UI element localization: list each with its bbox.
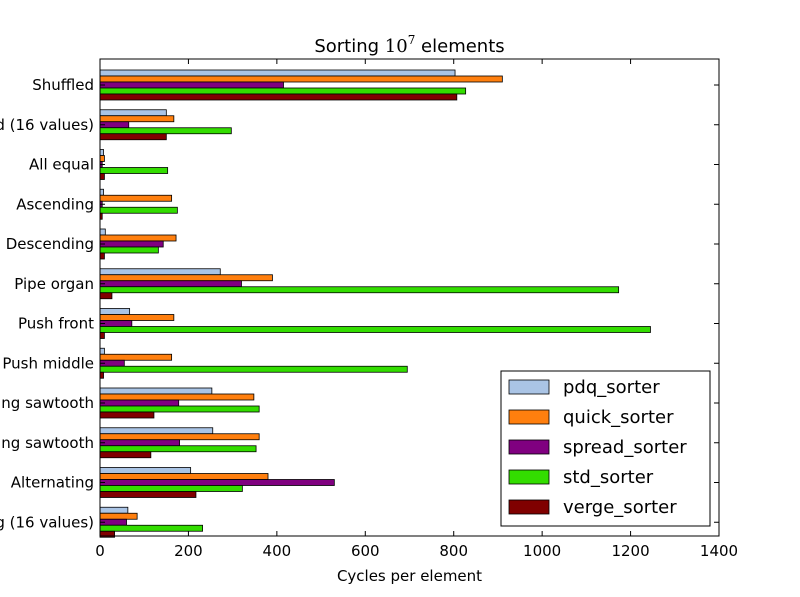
bar-pdq_sorter-4 [99,228,106,236]
bar-pdq_sorter-5 [99,268,221,276]
bar-std_sorter-2 [99,167,169,174]
title-exponent: 7 [408,33,416,47]
bar-verge_sorter-0 [99,93,458,101]
bar-verge_sorter-7 [99,371,104,379]
bar-std_sorter-0 [99,87,467,95]
y-tick-label-1: Shuffled (16 values) [0,116,94,134]
legend-label-spread_sorter: spread_sorter [563,437,687,458]
legend-swatch-pdq_sorter [508,379,550,395]
bar-spread_sorter-9 [99,439,180,447]
bar-std_sorter-7 [99,365,408,373]
bar-verge_sorter-1 [99,133,167,141]
bar-std_sorter-9 [99,445,257,453]
x-tick-label-6: 1200 [611,542,649,560]
chart-title: Sorting 107 elements [314,33,504,57]
bar-std_sorter-11 [99,524,203,532]
bar-pdq_sorter-0 [99,69,456,77]
bar-verge_sorter-10 [99,491,197,498]
bar-pdq_sorter-1 [99,109,167,117]
y-tick-label-5: Pipe organ [14,275,94,293]
bar-pdq_sorter-3 [99,188,104,196]
bars-layer [99,69,651,538]
plot-frame [99,58,720,537]
bar-std_sorter-5 [99,286,620,294]
bar-quick_sorter-4 [99,234,177,242]
y-tick-label-7: Push middle [2,354,94,372]
bar-quick_sorter-11 [99,512,138,520]
bar-pdq_sorter-10 [99,467,192,474]
legend: pdq_sorter quick_sorter spread_sorter std_s… [500,370,711,527]
legend-label-quick_sorter: quick_sorter [563,407,674,428]
y-tick-label-11: Alternating (16 values) [0,513,94,531]
x-axis: 0 200 400 600 800 1000 1200 1400 [95,59,738,560]
bar-verge_sorter-5 [99,292,113,300]
bar-pdq_sorter-11 [99,506,129,514]
legend-label-std_sorter: std_sorter [563,467,654,488]
bar-std_sorter-4 [99,246,159,254]
bar-quick_sorter-1 [99,115,175,123]
bar-verge_sorter-4 [99,252,105,260]
x-tick-label-2: 400 [263,542,292,560]
bar-verge_sorter-9 [99,451,152,459]
bar-std_sorter-6 [99,326,651,333]
bar-std_sorter-10 [99,485,243,492]
bar-spread_sorter-8 [99,399,180,407]
title-base: 10 [385,36,408,57]
x-tick-label-0: 0 [95,542,105,560]
bar-spread_sorter-10 [99,479,335,486]
y-axis: Shuffled Shuffled (16 values) All equal Asc… [0,76,719,531]
bar-pdq_sorter-9 [99,427,214,435]
x-tick-label-4: 800 [439,542,468,560]
bar-quick_sorter-9 [99,433,260,441]
legend-swatch-verge_sorter [508,499,550,515]
bar-pdq_sorter-8 [99,387,213,395]
y-tick-label-4: Descending [6,235,94,253]
bar-std_sorter-8 [99,405,260,413]
bar-quick_sorter-5 [99,274,273,282]
y-tick-label-0: Shuffled [32,76,94,94]
bar-quick_sorter-0 [99,75,503,83]
x-tick-label-1: 200 [174,542,203,560]
title-prefix: Sorting [314,36,384,57]
bar-std_sorter-1 [99,127,232,135]
legend-swatch-std_sorter [508,469,550,485]
bar-quick_sorter-7 [99,353,173,361]
bar-verge_sorter-8 [99,411,155,419]
legend-swatch-quick_sorter [508,409,550,425]
x-tick-label-7: 1400 [700,542,738,560]
x-tick-label-3: 600 [351,542,380,560]
bar-verge_sorter-2 [99,173,105,180]
y-tick-label-10: Alternating [11,474,94,492]
x-tick-label-5: 1000 [523,542,561,560]
bar-pdq_sorter-7 [99,347,105,355]
y-tick-label-8: Ascending sawtooth [0,394,94,412]
bar-quick_sorter-10 [99,473,269,480]
y-tick-label-9: Descending sawtooth [0,434,94,452]
y-tick-label-2: All equal [29,156,94,174]
legend-swatch-spread_sorter [508,439,550,455]
bar-spread_sorter-5 [99,280,242,288]
bar-spread_sorter-0 [99,81,284,89]
bar-quick_sorter-3 [99,194,173,202]
bar-std_sorter-3 [99,206,178,214]
legend-label-pdq_sorter: pdq_sorter [563,377,660,398]
title-suffix: elements [415,36,504,57]
bar-quick_sorter-6 [99,314,175,321]
legend-label-verge_sorter: verge_sorter [563,497,677,518]
bar-spread_sorter-4 [99,240,164,248]
bar-verge_sorter-6 [99,332,105,339]
bar-quick_sorter-8 [99,393,255,401]
bar-pdq_sorter-6 [99,308,131,315]
y-tick-label-3: Ascending [16,195,94,213]
bar-quick_sorter-2 [99,155,105,162]
x-axis-label: Cycles per element [337,567,482,585]
y-tick-label-6: Push front [18,315,94,333]
bar-pdq_sorter-2 [99,149,104,156]
